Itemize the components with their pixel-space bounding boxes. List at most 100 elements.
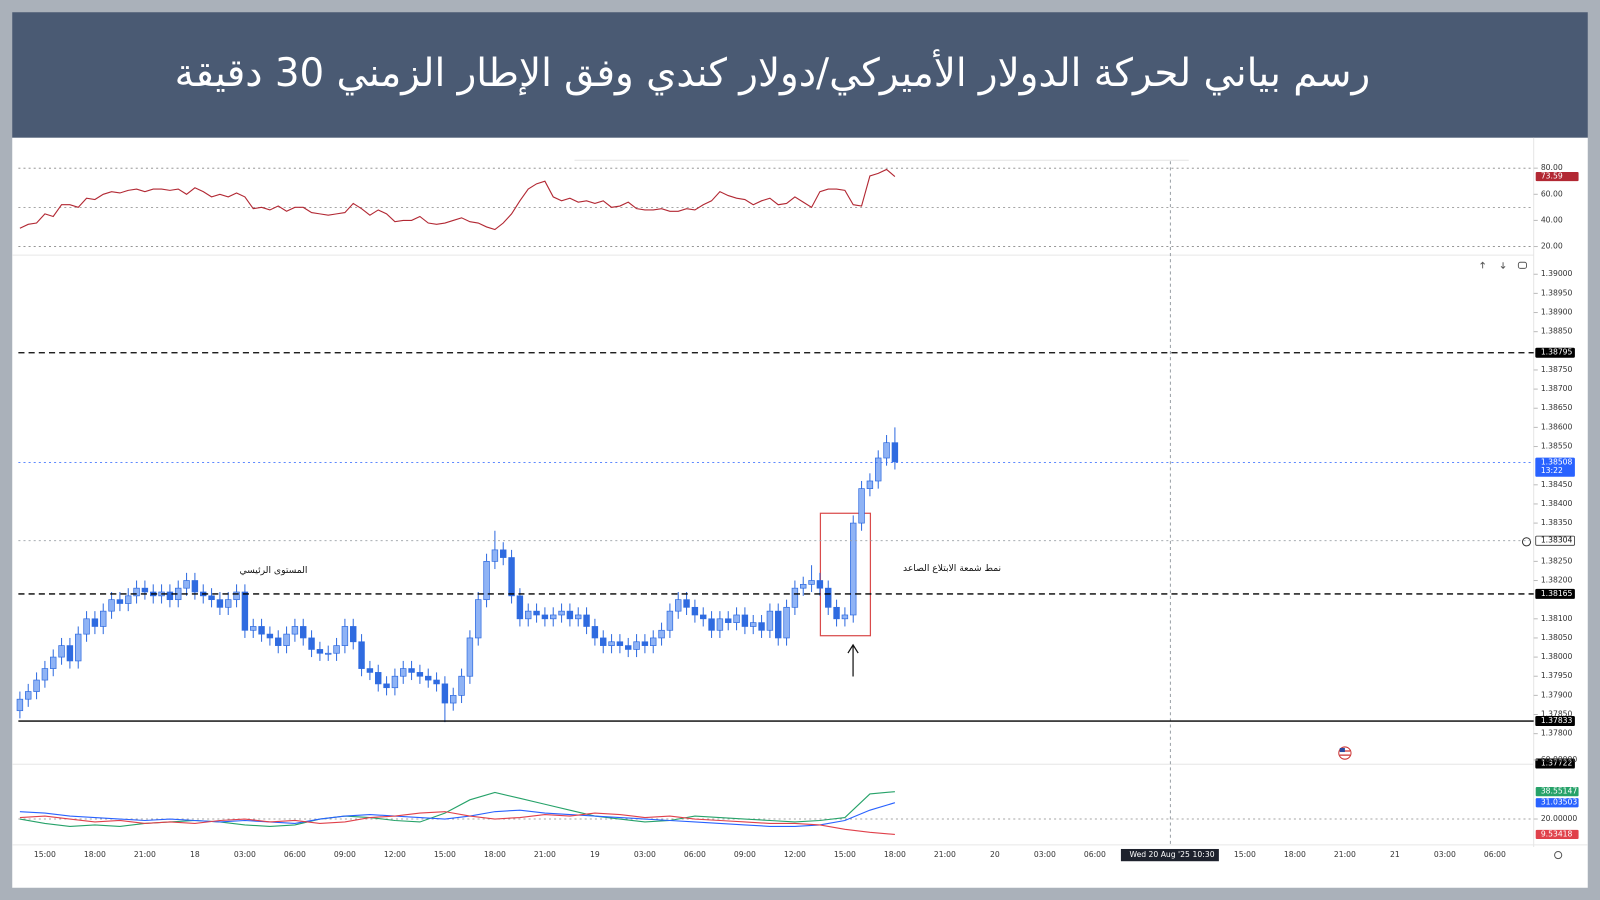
candle-body	[533, 610, 540, 616]
candle-body	[591, 626, 599, 639]
candle-body	[25, 691, 32, 700]
crosshair-label: 10:30	[1193, 850, 1215, 859]
x-tick-label: 03:00	[1434, 850, 1456, 859]
candle-body	[783, 606, 790, 639]
y-tick-label: 1.38900	[1541, 308, 1573, 317]
candle-body	[766, 610, 774, 631]
y-tick-label: 1.38650	[1541, 403, 1573, 412]
candle-body	[850, 522, 857, 616]
candle-body	[91, 618, 99, 627]
candle-body	[633, 641, 640, 650]
candle-body	[316, 649, 324, 654]
candle-body	[700, 614, 707, 620]
candle-body	[391, 675, 399, 689]
settings-icon[interactable]	[1554, 851, 1563, 860]
x-tick-label: 12:00	[384, 850, 406, 859]
candle-body	[808, 580, 815, 585]
last-value-box	[1535, 798, 1579, 808]
candle-body	[433, 679, 440, 685]
price-level-label: 1.37833	[1541, 716, 1573, 725]
candle-body	[308, 637, 315, 650]
candle-body	[891, 442, 899, 463]
last-value-box	[1535, 171, 1579, 182]
x-tick-label: 09:00	[734, 850, 756, 859]
price-level-box	[1535, 588, 1575, 599]
candle-body	[658, 629, 665, 639]
y-tick-label: 1.38250	[1541, 556, 1573, 565]
candle-body	[283, 633, 290, 646]
x-tick-label: 06:00	[1484, 850, 1506, 859]
y-tick-label: 1.37900	[1541, 690, 1573, 699]
candle-body	[291, 626, 299, 635]
candle-body	[708, 618, 715, 631]
candle-body	[233, 591, 240, 601]
countdown-label: 13:22	[1541, 466, 1563, 475]
x-tick-label: 18:00	[1284, 850, 1306, 859]
x-tick-label: 15:00	[34, 850, 56, 859]
x-tick-label: 06:00	[684, 850, 706, 859]
last-value-label: 31.03503	[1541, 798, 1578, 807]
candle-body	[683, 599, 690, 608]
candle-body	[791, 587, 799, 608]
x-tick-label: 18:00	[84, 850, 106, 859]
candle-body	[883, 442, 890, 459]
title: رسم بياني لحركة الدولار الأميركي/دولار ك…	[175, 49, 1371, 96]
candle-body	[116, 599, 124, 604]
y-tick-label: 1.38750	[1541, 365, 1573, 374]
candle-body	[675, 599, 682, 612]
x-tick-label: 19	[590, 850, 600, 859]
candle-body	[441, 683, 449, 704]
candle-body	[741, 614, 749, 627]
candle-body	[875, 457, 882, 482]
candle-body	[575, 614, 582, 620]
x-tick-label: 12:00	[784, 850, 806, 859]
banner	[12, 12, 1588, 138]
price-level-label: 1.38508	[1541, 458, 1573, 467]
candle-body	[66, 645, 74, 662]
candle-body	[108, 599, 115, 612]
y-tick-label: 60.00000	[1541, 755, 1578, 764]
x-tick-label: 18:00	[884, 850, 906, 859]
candle-body	[825, 587, 832, 608]
candle-body	[608, 641, 615, 646]
candle-body	[475, 599, 482, 639]
candle-body	[183, 580, 190, 589]
indicator-line	[19, 168, 896, 231]
candle-body	[583, 614, 590, 627]
candle-body	[483, 561, 490, 601]
price-level-box	[1535, 758, 1575, 769]
x-tick-label: 20	[990, 850, 1000, 859]
candle-body	[416, 672, 424, 677]
x-tick-label: 09:00	[334, 850, 356, 859]
candle-body	[258, 626, 265, 635]
y-tick-label: 1.38050	[1541, 633, 1573, 642]
candle-body	[408, 668, 415, 673]
candle-body	[450, 695, 457, 704]
arrow	[847, 643, 859, 677]
candle-body	[733, 614, 740, 623]
price-level-label: 1.38165	[1541, 589, 1573, 598]
x-tick-label: 18:00	[484, 850, 506, 859]
candle-body	[341, 626, 349, 646]
candle-body	[350, 626, 357, 643]
candle-body	[241, 591, 249, 631]
candle-body	[358, 641, 365, 669]
candle-body	[41, 668, 49, 681]
candle-body	[75, 633, 82, 662]
x-tick-label: 15:00	[434, 850, 456, 859]
candle-body	[375, 672, 382, 685]
candle-body	[125, 595, 132, 604]
x-tick-label: 03:00	[1034, 850, 1056, 859]
last-value-box	[1535, 787, 1579, 797]
candle-body	[516, 595, 524, 620]
last-value-label: 38.55147	[1541, 787, 1578, 796]
x-tick-label: 21:00	[1334, 850, 1356, 859]
candle-body	[491, 549, 499, 562]
y-tick-label: 20.00	[1541, 242, 1563, 251]
chart-area	[12, 137, 1588, 888]
candle-body	[208, 595, 215, 601]
y-tick-label: 1.38350	[1541, 518, 1573, 527]
pane-icons[interactable]	[1480, 261, 1527, 270]
